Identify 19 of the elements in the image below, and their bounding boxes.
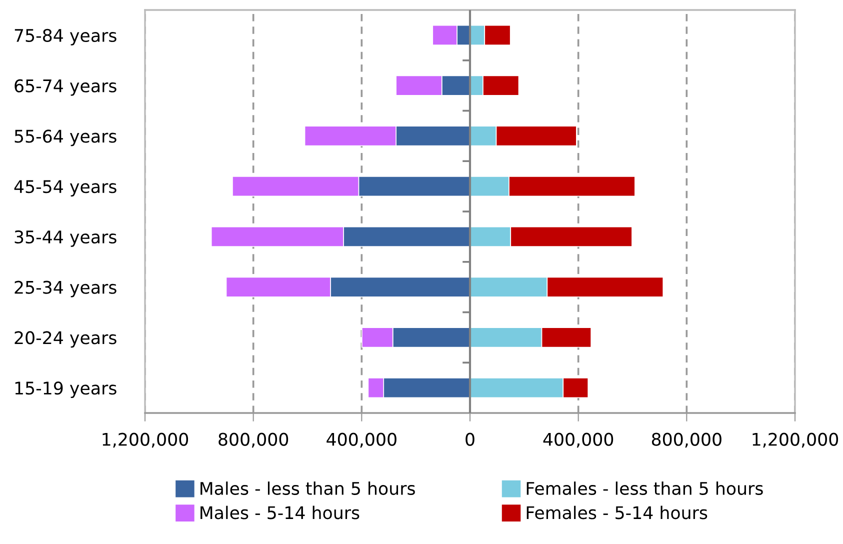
x-tick-label: 800,000 bbox=[218, 432, 288, 448]
y-tick-label: 15-19 years bbox=[15, 382, 116, 398]
legend-label: Males - less than 5 hours bbox=[200, 482, 415, 495]
x-tick-label: 1,200,000 bbox=[752, 432, 838, 448]
legend-label: Females - less than 5 hours bbox=[526, 482, 763, 495]
y-tick-label: 75-84 years bbox=[14, 28, 116, 46]
x-tick-label: 400,000 bbox=[543, 432, 614, 448]
y-tick-label: 20-24 years bbox=[14, 331, 116, 348]
y-tick-label: 65-74 years bbox=[14, 79, 116, 96]
x-tick-label: 400,000 bbox=[326, 432, 396, 448]
y-tick-label: 35-44 years bbox=[14, 230, 116, 247]
y-tick-label: 45-54 years bbox=[14, 180, 116, 197]
legend-label: Females - 5-14 hours bbox=[526, 506, 708, 520]
y-tick-label: 55-64 years bbox=[14, 130, 116, 146]
x-tick-label: 1,200,000 bbox=[102, 432, 188, 448]
y-tick-label: 25-34 years bbox=[14, 280, 116, 298]
legend-label: Males - 5-14 hours bbox=[200, 506, 360, 520]
x-tick-label: 0 bbox=[466, 432, 474, 446]
x-tick-label: 800,000 bbox=[652, 432, 722, 448]
